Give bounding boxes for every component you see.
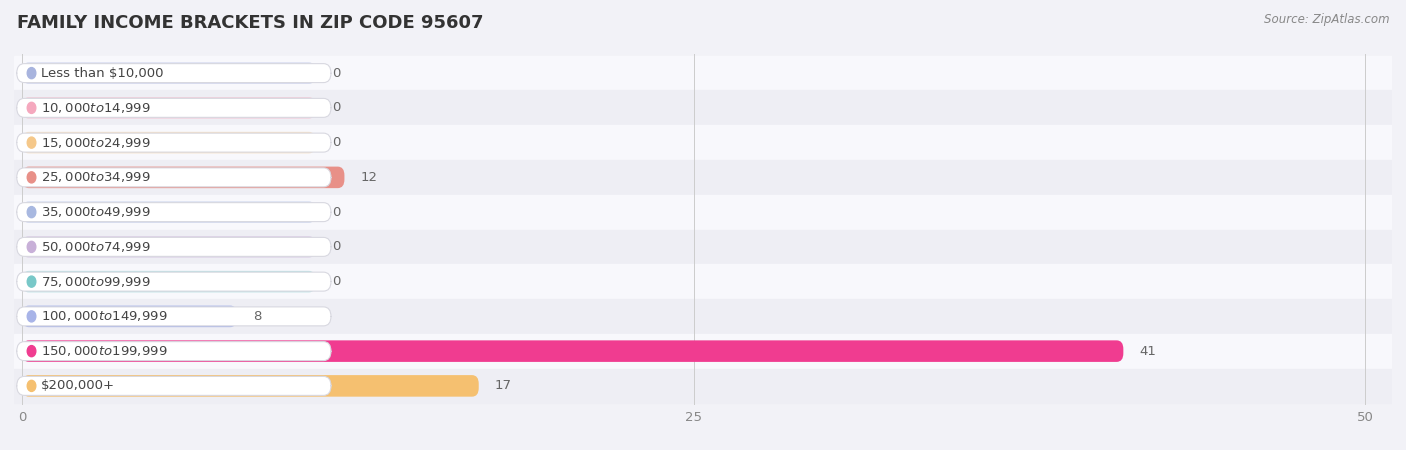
Bar (14, 160, 1392, 195)
Bar (14, 56, 1392, 90)
FancyBboxPatch shape (22, 166, 344, 188)
Circle shape (27, 137, 35, 148)
Text: 0: 0 (332, 206, 340, 219)
Bar (14, 230, 1392, 264)
Text: 12: 12 (360, 171, 378, 184)
FancyBboxPatch shape (17, 272, 330, 291)
FancyBboxPatch shape (22, 63, 315, 84)
Text: 0: 0 (332, 275, 340, 288)
Text: FAMILY INCOME BRACKETS IN ZIP CODE 95607: FAMILY INCOME BRACKETS IN ZIP CODE 95607 (17, 14, 484, 32)
FancyBboxPatch shape (17, 133, 330, 152)
Text: $10,000 to $14,999: $10,000 to $14,999 (41, 101, 150, 115)
FancyBboxPatch shape (17, 202, 330, 221)
Text: 41: 41 (1139, 345, 1156, 358)
FancyBboxPatch shape (22, 132, 315, 153)
Text: $100,000 to $149,999: $100,000 to $149,999 (41, 310, 167, 324)
FancyBboxPatch shape (22, 340, 1123, 362)
FancyBboxPatch shape (17, 307, 330, 326)
Text: 0: 0 (332, 101, 340, 114)
Text: $50,000 to $74,999: $50,000 to $74,999 (41, 240, 150, 254)
Text: $75,000 to $99,999: $75,000 to $99,999 (41, 274, 150, 288)
Circle shape (27, 311, 35, 322)
Circle shape (27, 102, 35, 113)
Circle shape (27, 68, 35, 79)
Bar (14, 369, 1392, 403)
Bar (14, 334, 1392, 369)
Text: 17: 17 (495, 379, 512, 392)
FancyBboxPatch shape (17, 168, 330, 187)
FancyBboxPatch shape (22, 306, 238, 327)
Circle shape (27, 346, 35, 357)
FancyBboxPatch shape (17, 99, 330, 117)
FancyBboxPatch shape (22, 201, 315, 223)
Circle shape (27, 172, 35, 183)
FancyBboxPatch shape (17, 63, 330, 83)
Circle shape (27, 276, 35, 287)
Text: 0: 0 (332, 240, 340, 253)
Bar (14, 264, 1392, 299)
FancyBboxPatch shape (22, 271, 315, 292)
FancyBboxPatch shape (17, 342, 330, 360)
Text: $200,000+: $200,000+ (41, 379, 115, 392)
FancyBboxPatch shape (17, 238, 330, 256)
FancyBboxPatch shape (22, 375, 478, 396)
Text: $35,000 to $49,999: $35,000 to $49,999 (41, 205, 150, 219)
Text: 0: 0 (332, 136, 340, 149)
FancyBboxPatch shape (22, 97, 315, 119)
Text: Less than $10,000: Less than $10,000 (41, 67, 163, 80)
Bar (14, 90, 1392, 125)
Text: $15,000 to $24,999: $15,000 to $24,999 (41, 135, 150, 149)
Circle shape (27, 241, 35, 252)
Text: $25,000 to $34,999: $25,000 to $34,999 (41, 171, 150, 184)
Circle shape (27, 207, 35, 218)
Bar (14, 299, 1392, 334)
Text: 8: 8 (253, 310, 262, 323)
Circle shape (27, 380, 35, 392)
FancyBboxPatch shape (17, 376, 330, 396)
Text: 0: 0 (332, 67, 340, 80)
Bar (14, 195, 1392, 230)
Text: $150,000 to $199,999: $150,000 to $199,999 (41, 344, 167, 358)
Text: Source: ZipAtlas.com: Source: ZipAtlas.com (1264, 14, 1389, 27)
FancyBboxPatch shape (22, 236, 315, 258)
Bar (14, 125, 1392, 160)
